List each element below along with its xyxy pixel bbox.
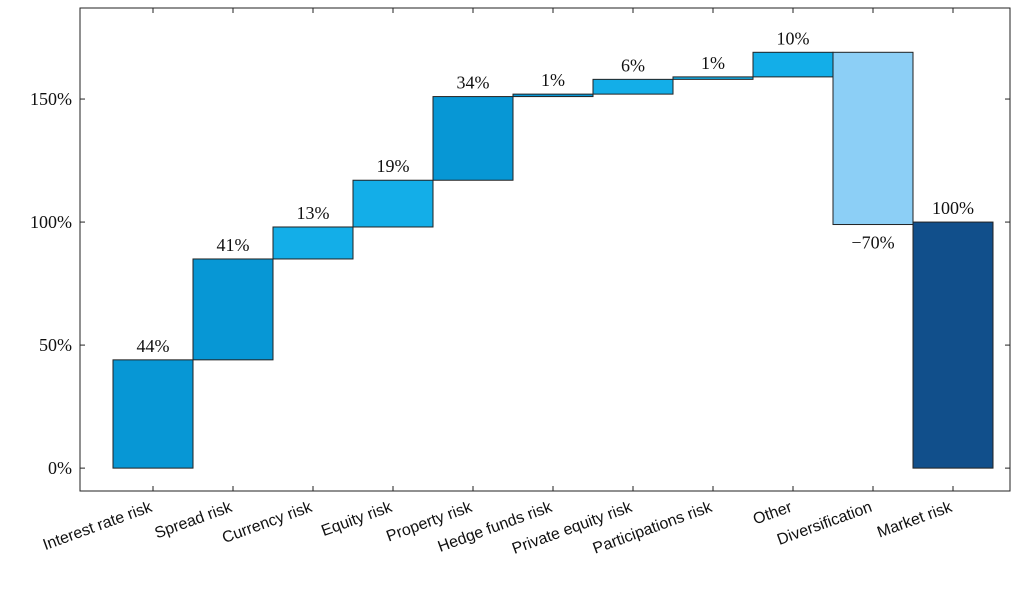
value-label: 19% (377, 156, 410, 176)
x-tick-label: Other (751, 499, 795, 529)
value-label: 1% (701, 53, 725, 73)
value-label: 34% (457, 73, 490, 93)
x-tick-label: Currency risk (220, 498, 315, 547)
value-label: 100% (932, 198, 974, 218)
value-label: 41% (217, 235, 250, 255)
plot-frame (79, 7, 1011, 492)
value-label: 44% (137, 336, 170, 356)
bar (672, 76, 754, 80)
y-tick-label: 150% (30, 89, 72, 109)
value-label: 1% (541, 70, 565, 90)
x-tick-label: Equity risk (319, 498, 395, 540)
y-tick-label: 50% (39, 335, 72, 355)
x-tick-label: Interest rate risk (41, 498, 156, 554)
bar (272, 226, 354, 260)
bar (192, 258, 274, 361)
bar (512, 93, 594, 98)
bar (832, 51, 914, 226)
value-label: −70% (851, 233, 894, 253)
value-label: 10% (777, 28, 810, 48)
bar (432, 96, 514, 181)
bar (352, 179, 434, 228)
value-label: 13% (297, 203, 330, 223)
y-tick-label: 0% (48, 458, 72, 478)
bar (112, 359, 194, 469)
bar (592, 78, 674, 95)
x-tick-label: Market risk (875, 498, 955, 541)
bar (752, 51, 834, 78)
y-tick-label: 100% (30, 212, 72, 232)
value-label: 6% (621, 55, 645, 75)
bar (912, 221, 994, 469)
